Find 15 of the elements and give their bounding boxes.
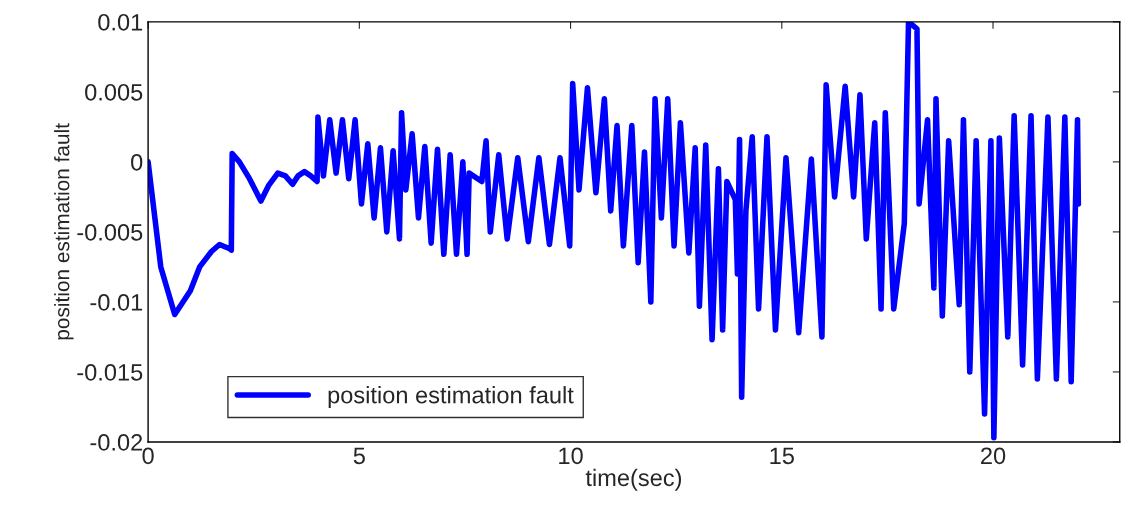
- y-tick-label: 0: [131, 153, 143, 171]
- x-tick-label: 20: [981, 447, 1006, 465]
- y-tick-label: -0.005: [77, 223, 143, 241]
- x-tick-label: 15: [770, 447, 794, 465]
- x-tick-label: 5: [353, 447, 365, 465]
- x-tick-label: 10: [559, 447, 583, 465]
- x-tick-label: 0: [142, 447, 154, 465]
- legend-label: position estimation fault: [328, 386, 574, 409]
- y-tick-label: -0.015: [77, 364, 143, 381]
- y-tick-label: -0.02: [90, 434, 143, 451]
- y-tick-label: -0.01: [90, 293, 143, 311]
- y-tick-label: 0.005: [85, 83, 143, 101]
- y-axis-title: position estimation fault: [54, 123, 74, 340]
- y-tick-label: 0.01: [98, 13, 143, 31]
- x-axis-title: time(sec): [585, 468, 681, 491]
